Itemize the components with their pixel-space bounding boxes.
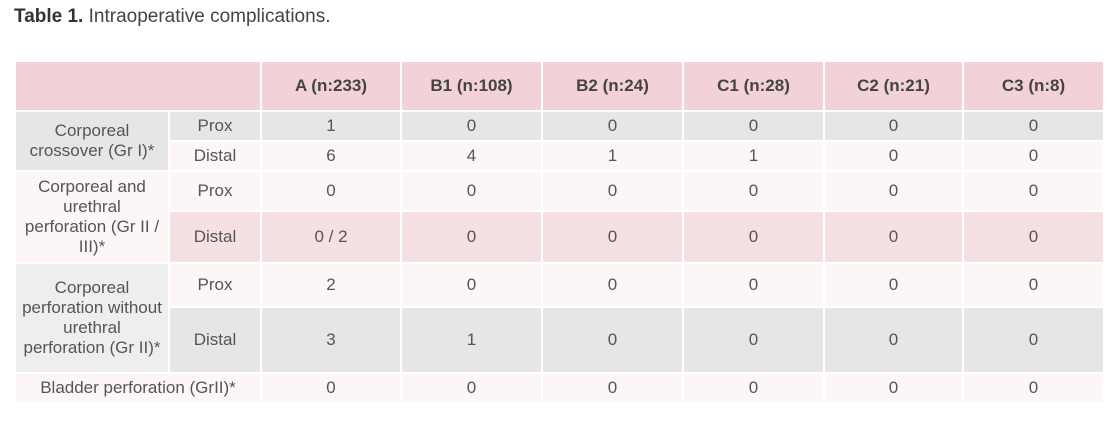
value-cell: 0 <box>402 172 541 210</box>
value-cell: 0 <box>964 112 1103 140</box>
value-cell: 6 <box>262 142 400 170</box>
group-label: Corporeal and urethral perforation (Gr I… <box>16 172 168 262</box>
row-label: Prox <box>170 112 260 140</box>
value-cell: 0 <box>825 142 962 170</box>
value-cell: 0 <box>684 172 823 210</box>
value-cell: 0 <box>964 142 1103 170</box>
value-cell: 0 <box>543 264 682 306</box>
value-cell: 0 <box>543 374 682 402</box>
column-header: C2 (n:21) <box>825 62 962 110</box>
caption-label: Table 1. <box>14 6 84 27</box>
value-cell: 0 <box>402 264 541 306</box>
value-cell: 0 <box>825 172 962 210</box>
value-cell: 0 <box>964 172 1103 210</box>
value-cell: 0 <box>825 264 962 306</box>
column-header: A (n:233) <box>262 62 400 110</box>
value-cell: 0 / 2 <box>262 212 400 262</box>
value-cell: 1 <box>402 308 541 372</box>
row-label: Bladder perforation (GrII)* <box>16 374 260 402</box>
value-cell: 4 <box>402 142 541 170</box>
value-cell: 0 <box>964 212 1103 262</box>
value-cell: 0 <box>964 264 1103 306</box>
value-cell: 0 <box>684 308 823 372</box>
column-header: C1 (n:28) <box>684 62 823 110</box>
value-cell: 0 <box>825 308 962 372</box>
value-cell: 0 <box>402 374 541 402</box>
value-cell: 1 <box>262 112 400 140</box>
column-header: C3 (n:8) <box>964 62 1103 110</box>
value-cell: 0 <box>543 212 682 262</box>
value-cell: 0 <box>543 308 682 372</box>
value-cell: 0 <box>825 374 962 402</box>
value-cell: 0 <box>262 172 400 210</box>
row-label: Distal <box>170 308 260 372</box>
value-cell: 1 <box>684 142 823 170</box>
header-corner <box>16 62 260 110</box>
value-cell: 0 <box>684 374 823 402</box>
value-cell: 0 <box>825 212 962 262</box>
value-cell: 0 <box>964 374 1103 402</box>
row-label: Prox <box>170 264 260 306</box>
value-cell: 0 <box>543 112 682 140</box>
row-label: Distal <box>170 142 260 170</box>
value-cell: 0 <box>964 308 1103 372</box>
column-header: B2 (n:24) <box>543 62 682 110</box>
value-cell: 0 <box>262 374 400 402</box>
value-cell: 0 <box>684 112 823 140</box>
value-cell: 0 <box>825 112 962 140</box>
value-cell: 0 <box>684 264 823 306</box>
row-label: Distal <box>170 212 260 262</box>
row-label: Prox <box>170 172 260 210</box>
group-label: Corporeal perforation without urethral p… <box>16 264 168 372</box>
value-cell: 0 <box>543 172 682 210</box>
column-header: B1 (n:108) <box>402 62 541 110</box>
value-cell: 1 <box>543 142 682 170</box>
value-cell: 0 <box>402 212 541 262</box>
value-cell: 3 <box>262 308 400 372</box>
caption-text: Intraoperative complications. <box>88 6 331 27</box>
value-cell: 2 <box>262 264 400 306</box>
value-cell: 0 <box>402 112 541 140</box>
value-cell: 0 <box>684 212 823 262</box>
group-label: Corporeal crossover (Gr I)* <box>16 112 168 170</box>
caption: Table 1. Intraoperative complications. <box>14 6 330 28</box>
